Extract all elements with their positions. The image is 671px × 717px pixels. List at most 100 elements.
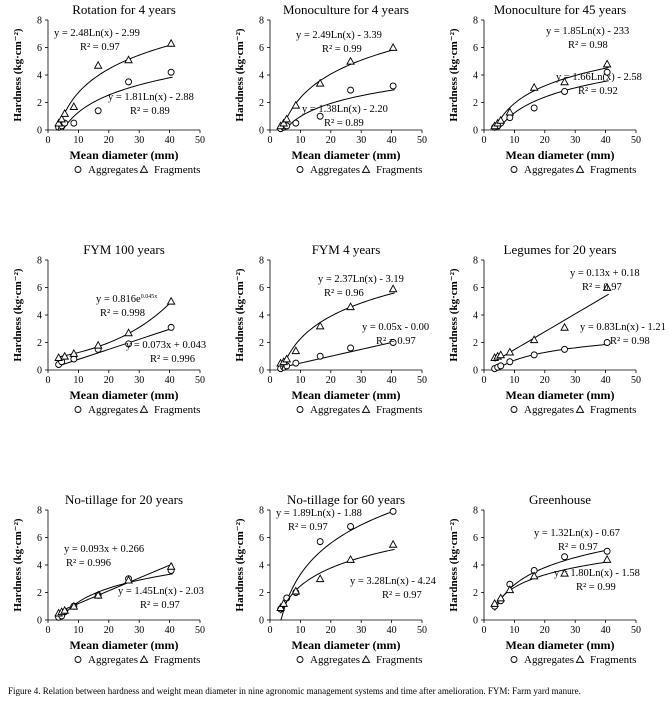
data-point-triangle [602,282,612,291]
x-tick-label: 10 [509,625,519,636]
y-tick-label: 6 [37,283,42,294]
trend-line [284,89,395,131]
data-point-circle [70,355,78,363]
x-tick-label: 30 [570,625,580,636]
x-tick-label: 50 [417,135,427,146]
legend-label: Aggregates [310,404,360,416]
r-squared-label: R² = 0.97 [288,522,328,533]
data-point-triangle [496,593,506,602]
equation-label: y = 0.073x + 0.043 [126,340,206,351]
data-point-triangle [346,554,355,563]
chart-panel-4: FYM 100 years 0 10 20 30 40 50 0 2 4 6 8 Mean diamet… [12,242,206,416]
equation-label: y = 2.49Ln(x) - 3.39 [296,30,382,41]
y-tick-label: 6 [37,43,42,54]
y-axis-label: Hardness (kg·cm⁻²) [234,518,246,611]
data-point-triangle [490,598,500,607]
legend: Aggregates Fragments [74,404,200,416]
chart-title: FYM 100 years [83,242,165,257]
data-point-triangle [279,118,289,127]
r-squared-label: R² = 0.97 [582,282,622,293]
x-tick-label: 10 [295,135,305,146]
series-fragments: y = 0.093x + 0.266 R² = 0.996 [54,544,176,617]
r-squared-label: R² = 0.998 [100,308,145,319]
data-point-circle [561,553,569,561]
y-tick-label: 0 [473,366,478,377]
y-tick-label: 6 [473,283,478,294]
data-point-triangle [560,77,569,86]
data-point-circle [347,86,355,94]
x-axis-label: Mean diameter (mm) [505,388,614,402]
data-point-triangle [276,603,286,611]
legend-label: Fragments [590,404,636,416]
data-point-triangle [388,42,398,51]
x-tick-label: 20 [104,375,114,386]
y-axis-label: Hardness (kg·cm⁻²) [448,28,460,121]
y-tick-label: 4 [37,561,42,572]
legend-marker-circle [510,406,518,413]
legend-marker-circle [74,656,82,663]
series-fragments: y = 2.49Ln(x) - 3.39 R² = 0.99 [276,30,398,131]
x-tick-label: 50 [417,625,427,636]
x-tick-label: 0 [46,625,51,636]
legend-label: Fragments [590,654,636,666]
trend-line [280,548,395,614]
data-point-triangle [560,322,569,331]
equation-label: y = 1.32Ln(x) - 0.67 [534,528,620,539]
y-tick-label: 2 [473,338,478,349]
x-tick-label: 40 [601,135,611,146]
trend-line [494,67,609,130]
legend-label: Fragments [376,654,422,666]
legend: Aggregates Fragments [510,164,636,176]
data-point-triangle [124,575,133,584]
legend-marker-circle [296,406,304,413]
equation-label: y = 1.81Ln(x) - 2.88 [108,92,194,103]
y-axis-label: Hardness (kg·cm⁻²) [12,268,24,361]
data-point-circle [316,538,324,546]
x-tick-label: 0 [268,625,273,636]
y-tick-label: 0 [259,366,264,377]
x-tick-label: 20 [326,625,336,636]
y-tick-label: 2 [473,588,478,599]
y-tick-label: 4 [473,311,478,322]
data-point-triangle [315,78,325,87]
x-tick-label: 50 [195,135,205,146]
y-tick-label: 8 [259,506,264,517]
trend-line [280,510,395,621]
x-tick-label: 50 [631,135,641,146]
data-point-triangle [124,55,133,64]
trend-line [60,573,173,621]
chart-title: Rotation for 4 years [72,2,176,17]
x-tick-label: 30 [570,135,580,146]
data-point-circle [561,345,569,353]
data-point-triangle [505,585,515,594]
r-squared-label: R² = 0.99 [322,44,362,55]
data-point-circle [389,507,397,515]
series-fragments: y = 0.13x + 0.18 R² = 0.97 [490,268,640,362]
equation-label: y = 1.38Ln(x) - 2.20 [302,104,388,115]
x-axis-label: Mean diameter (mm) [69,388,178,402]
equation-label: y = 0.093x + 0.266 [64,544,144,555]
chart-title: No-tillage for 20 years [65,492,183,507]
y-axis-label: Hardness (kg·cm⁻²) [448,268,460,361]
r-squared-label: R² = 0.92 [578,86,618,97]
data-point-circle [530,104,538,112]
legend-label: Fragments [154,164,200,176]
y-axis-label: Hardness (kg·cm⁻²) [448,518,460,611]
y-tick-label: 8 [259,16,264,27]
r-squared-label: R² = 0.98 [610,336,650,347]
equation-label: y = 2.48Ln(x) - 2.99 [54,28,140,39]
x-tick-label: 30 [134,135,144,146]
chart-title: Legumes for 20 years [504,242,617,257]
legend: Aggregates Fragments [510,404,636,416]
data-point-circle [506,114,514,122]
legend-marker-circle [510,166,518,173]
x-tick-label: 50 [631,625,641,636]
x-tick-label: 20 [326,135,336,146]
legend: Aggregates Fragments [296,654,422,666]
chart-panel-7: No-tillage for 20 years 0 10 20 30 40 50 0 2 4 6 8 M… [12,492,205,666]
x-tick-label: 10 [73,375,83,386]
legend-label: Aggregates [310,654,360,666]
trend-line [280,341,395,369]
legend-label: Fragments [376,164,422,176]
x-tick-label: 0 [482,375,487,386]
